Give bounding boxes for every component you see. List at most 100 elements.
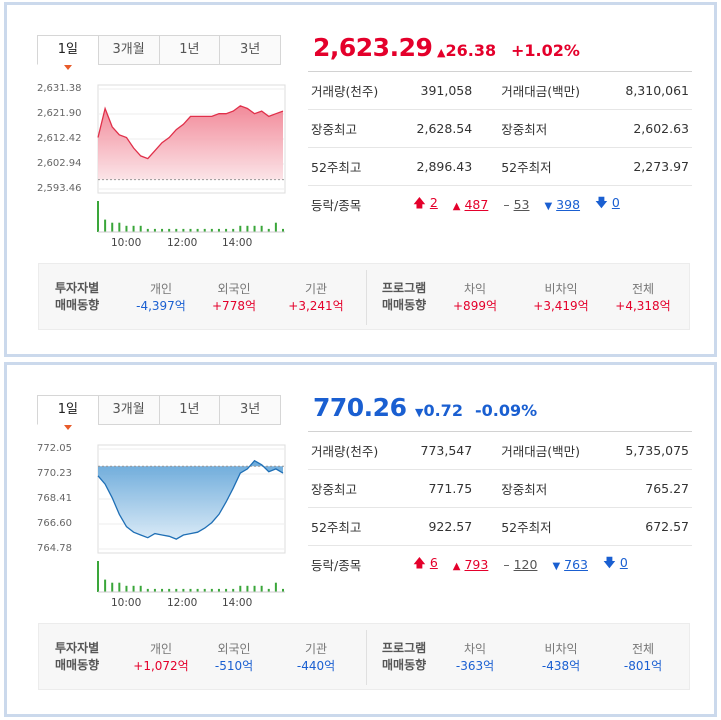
program-value: -363억 [455, 659, 495, 673]
index-price: 2,623.29 [313, 33, 433, 62]
label-line: 매매동향 [55, 298, 100, 312]
tab-1year[interactable]: 1년 [158, 35, 221, 65]
upper-limit-link[interactable]: 2 [429, 195, 438, 211]
rise-fall-row: 등락/종목 🡅 6 ▲ 793 – 120 ▼ 763 🡇 0 [308, 546, 692, 584]
x-tick: 14:00 [222, 237, 253, 249]
rise-link[interactable]: 793 [464, 557, 489, 573]
volume-bar [203, 228, 206, 232]
stat-label: 거래대금(백만) [475, 71, 589, 110]
lower-limit: 🡇 0 [603, 554, 628, 575]
volume-bar [153, 228, 156, 232]
volume-bar [203, 588, 206, 592]
volume-bar [232, 588, 235, 592]
volume-bar [139, 225, 142, 232]
investor-value: -4,397억 [136, 299, 186, 313]
stat-value: 2,896.43 [407, 147, 476, 186]
x-tick: 12:00 [167, 237, 198, 249]
x-tick: 12:00 [167, 597, 198, 609]
table-row: 장중최고 771.75 장중최저 765.27 [308, 469, 692, 508]
stat-label: 52주최저 [475, 147, 589, 186]
flat-link[interactable]: 53 [513, 197, 530, 213]
investor-value: +3,241억 [288, 299, 344, 313]
change-amount: 26.38 [445, 41, 497, 60]
y-tick: 770.23 [37, 468, 72, 479]
stat-value: 773,547 [407, 431, 476, 470]
intraday-chart[interactable]: 772.05 770.23 768.41 766.60 764.78 10:00… [37, 440, 287, 609]
label-line: 매매동향 [382, 658, 427, 672]
y-tick: 764.78 [37, 543, 72, 554]
volume-bar [282, 588, 284, 592]
tab-3years[interactable]: 3년 [219, 35, 281, 65]
program-value: -438억 [541, 659, 581, 673]
trading-trend: 투자자별 매매동향 개인 -4,397억 외국인 +778억 기관 +3,241억… [38, 263, 690, 330]
volume-bar [225, 228, 228, 232]
divider [366, 270, 367, 325]
rise-fall-counts: 등락/종목 🡅 2 ▲ 487 – 53 ▼ 398 🡇 0 [311, 194, 689, 215]
x-tick: 10:00 [111, 597, 142, 609]
investor-trend-label: 투자자별 매매동향 [55, 640, 99, 674]
volume-bar [196, 228, 199, 232]
volume-bar [125, 585, 128, 592]
tab-3months[interactable]: 3개월 [97, 35, 160, 65]
investor-name: 개인 [149, 282, 173, 296]
lower-limit-link[interactable]: 0 [611, 195, 620, 211]
program-name: 차익 [463, 642, 487, 656]
intraday-chart-svg [97, 444, 286, 593]
stat-label: 52주최고 [308, 507, 408, 546]
program-value: +4,318억 [615, 299, 671, 313]
y-tick: 2,593.46 [37, 183, 82, 194]
x-tick: 10:00 [111, 237, 142, 249]
tab-3months[interactable]: 3개월 [97, 395, 160, 425]
program-trend-label: 프로그램 매매동향 [382, 280, 426, 314]
volume-bar [274, 582, 277, 592]
fall-link[interactable]: 398 [556, 197, 581, 213]
rise-link[interactable]: 487 [464, 197, 489, 213]
table-row: 거래량(천주) 773,547 거래대금(백만) 5,735,075 [308, 431, 692, 470]
volume-bar [260, 225, 263, 232]
intraday-chart[interactable]: 2,631.38 2,621.90 2,612.42 2,602.94 2,59… [37, 80, 287, 249]
volume-bar [175, 588, 178, 592]
stat-label: 52주최고 [308, 147, 408, 186]
volume-bar [168, 228, 171, 232]
tab-1day[interactable]: 1일 [37, 35, 99, 70]
volume-bar [104, 219, 107, 232]
volume-bar [189, 588, 192, 592]
volume-bar [132, 225, 135, 232]
upper-limit: 🡅 6 [413, 554, 438, 575]
upper-limit-link[interactable]: 6 [429, 555, 438, 571]
fall-link[interactable]: 763 [564, 557, 588, 573]
stat-label: 52주최저 [475, 507, 589, 546]
lower-limit-link[interactable]: 0 [619, 555, 628, 571]
flat-dash-icon: – [503, 557, 510, 573]
tab-3years[interactable]: 3년 [219, 395, 281, 425]
upper-limit: 🡅 2 [413, 194, 438, 215]
program-value: +3,419억 [533, 299, 589, 313]
stat-value: 922.57 [407, 507, 476, 546]
volume-bar [274, 222, 277, 232]
y-tick: 2,631.38 [37, 83, 82, 94]
investor-name: 기관 [304, 642, 328, 656]
tab-1day[interactable]: 1일 [37, 395, 99, 430]
volume-bar [232, 228, 235, 232]
volume-bar [182, 228, 185, 232]
volume-bar [118, 582, 121, 592]
tab-1year[interactable]: 1년 [158, 395, 221, 425]
label-line: 매매동향 [55, 658, 100, 672]
stat-value: 5,735,075 [588, 431, 692, 470]
price-area [98, 105, 283, 180]
program-name: 차익 [463, 282, 487, 296]
up-triangle-icon: ▲ [452, 201, 461, 213]
stat-value: 2,273.97 [588, 147, 692, 186]
down-triangle-icon: ▼ [552, 561, 561, 573]
table-row: 거래량(천주) 391,058 거래대금(백만) 8,310,061 [308, 71, 692, 110]
volume-bar [260, 585, 263, 592]
stat-label: 거래량(천주) [308, 71, 408, 110]
flat-link[interactable]: 120 [513, 557, 538, 573]
period-tabs: 1일 3개월 1년 3년 [37, 395, 281, 430]
program-name: 전체 [631, 282, 655, 296]
volume-bar [175, 228, 178, 232]
table-row: 장중최고 2,628.54 장중최저 2,602.63 [308, 109, 692, 148]
kosdaq-panel: 1일 3개월 1년 3년 772.05 770.23 768.41 766.60… [4, 362, 717, 717]
program-value: -801억 [623, 659, 663, 673]
investor-name: 외국인 [217, 282, 251, 296]
